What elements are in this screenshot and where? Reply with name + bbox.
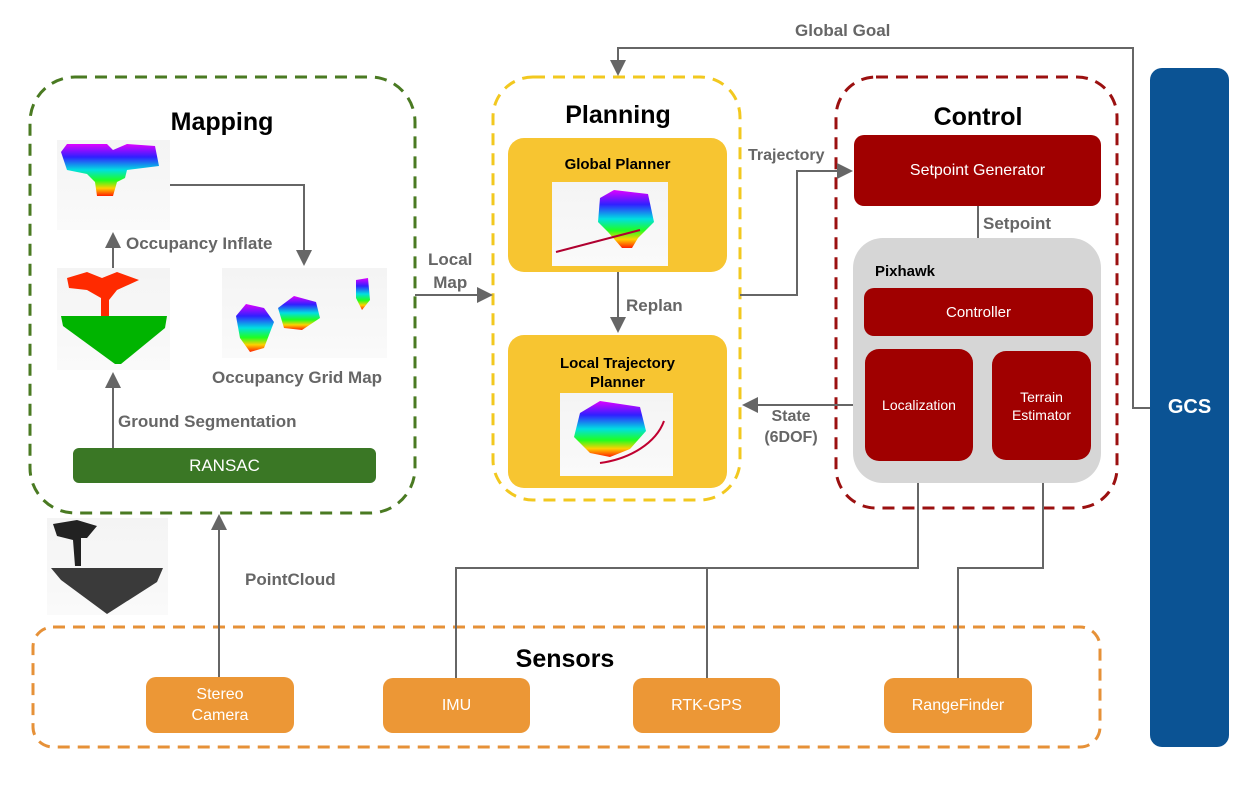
sensors-group-border xyxy=(31,625,1102,749)
state-line1: State xyxy=(771,408,811,425)
control-group-border xyxy=(834,75,1119,510)
local-map-line2: Map xyxy=(433,273,468,292)
local-map-label: Local Map xyxy=(428,248,472,294)
pointcloud-label: PointCloud xyxy=(245,570,336,589)
terrain-estimator-node[interactable]: Terrain Estimator xyxy=(992,351,1091,460)
planning-group-border xyxy=(491,75,742,502)
global-planner-node[interactable]: Global Planner xyxy=(508,138,727,272)
planning-title: Planning xyxy=(565,101,671,129)
stereo-line2: Camera xyxy=(191,707,249,724)
replan-label: Replan xyxy=(626,296,683,315)
terrain-estimator-line2: Estimator xyxy=(1011,406,1072,423)
mapping-group-border xyxy=(28,75,417,515)
pixhawk-label: Pixhawk xyxy=(875,263,936,280)
state-line2: (6DOF) xyxy=(764,429,818,446)
gcs-node[interactable]: GCS xyxy=(1150,68,1229,747)
global-goal-label: Global Goal xyxy=(795,21,891,40)
rangefinder-node[interactable]: RangeFinder xyxy=(884,678,1032,733)
local-trajectory-planner-node[interactable]: Local Trajectory Planner xyxy=(508,335,727,488)
imu-node[interactable]: IMU xyxy=(383,678,530,733)
rtk-gps-node[interactable]: RTK-GPS xyxy=(633,678,780,733)
local-map-line1: Local xyxy=(428,250,473,269)
mapping-title: Mapping xyxy=(170,108,274,136)
occupancy-inflate-label: Occupancy Inflate xyxy=(126,234,273,253)
global-planner-image xyxy=(552,182,668,266)
local-planner-image xyxy=(560,393,673,476)
setpoint-generator-node[interactable]: Setpoint Generator xyxy=(854,135,1101,206)
stereo-line1: Stereo xyxy=(196,686,244,703)
sensors-title: Sensors xyxy=(515,645,615,673)
local-trajectory-planner-label: Local Trajectory Planner xyxy=(559,355,676,391)
localization-node[interactable]: Localization xyxy=(865,349,973,461)
stereo-camera-node[interactable]: Stereo Camera xyxy=(146,677,294,733)
control-title: Control xyxy=(933,103,1023,131)
setpoint-label: Setpoint xyxy=(983,214,1051,233)
pointcloud-image xyxy=(47,518,168,615)
controller-node[interactable]: Controller xyxy=(864,288,1093,336)
state-label: State (6DOF) xyxy=(760,406,822,448)
occupancy-grid-map-label: Occupancy Grid Map xyxy=(212,368,383,387)
trajectory-label: Trajectory xyxy=(748,147,825,164)
terrain-estimator-line1: Terrain xyxy=(1020,388,1063,405)
global-planner-label: Global Planner xyxy=(564,156,671,173)
ground-segmentation-label: Ground Segmentation xyxy=(118,412,297,431)
inflated-occupancy-image xyxy=(57,140,170,230)
ransac-node[interactable]: RANSAC xyxy=(73,448,376,483)
ground-segmentation-image xyxy=(57,268,170,370)
occupancy-grid-map-image xyxy=(222,268,387,358)
